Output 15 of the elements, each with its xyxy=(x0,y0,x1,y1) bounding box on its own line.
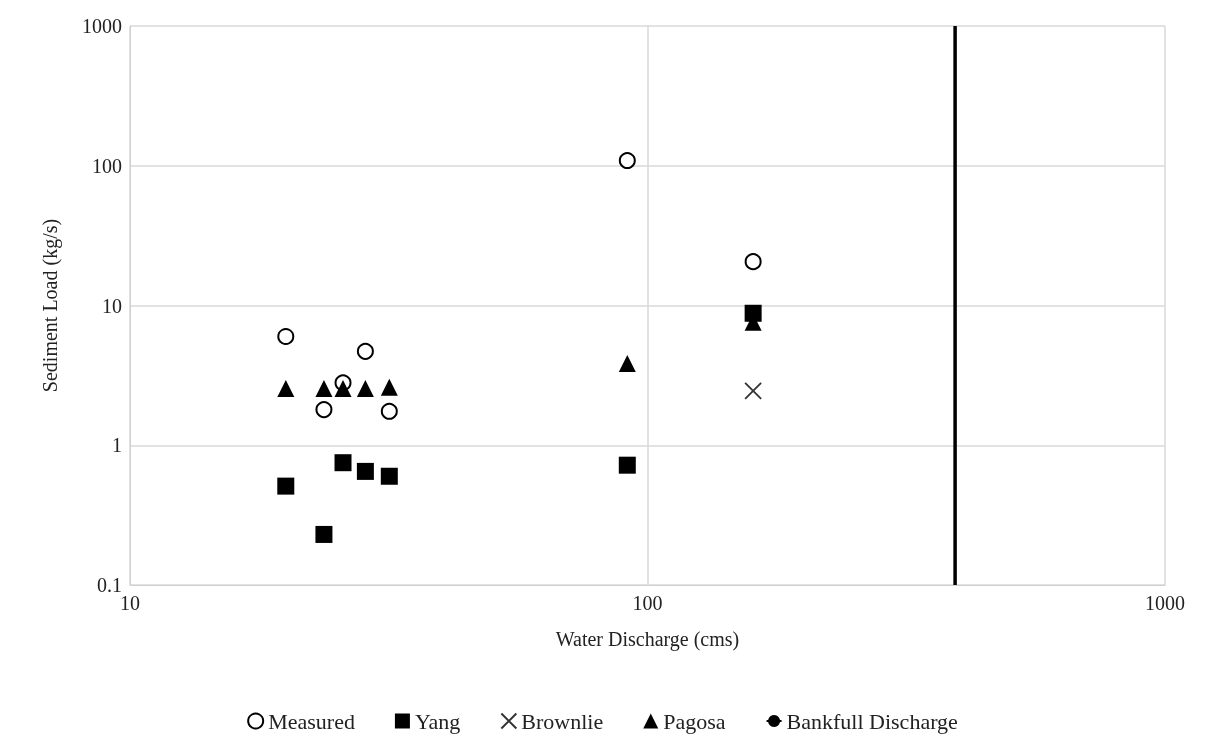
legend-label: Bankfull Discharge xyxy=(786,708,958,734)
x-tick-label: 10 xyxy=(120,592,140,614)
y-axis-title: Sediment Load (kg/s) xyxy=(39,218,62,393)
x-tick-label: 100 xyxy=(632,592,663,614)
y-tick-label: 1 xyxy=(112,434,122,457)
x-axis-title: Water Discharge (cms) xyxy=(555,628,740,651)
y-tick-label: 1000 xyxy=(82,15,122,37)
x-tick-label: 1000 xyxy=(1145,592,1185,614)
legend-label: Pagosa xyxy=(663,708,726,734)
y-tick-label: 0.1 xyxy=(97,574,122,596)
legend-label: Measured xyxy=(268,708,355,734)
y-tick-label: 100 xyxy=(92,154,122,177)
legend-label: Yang xyxy=(414,708,461,734)
y-tick-label: 10 xyxy=(102,294,122,317)
legend-label: Brownlie xyxy=(521,708,604,734)
